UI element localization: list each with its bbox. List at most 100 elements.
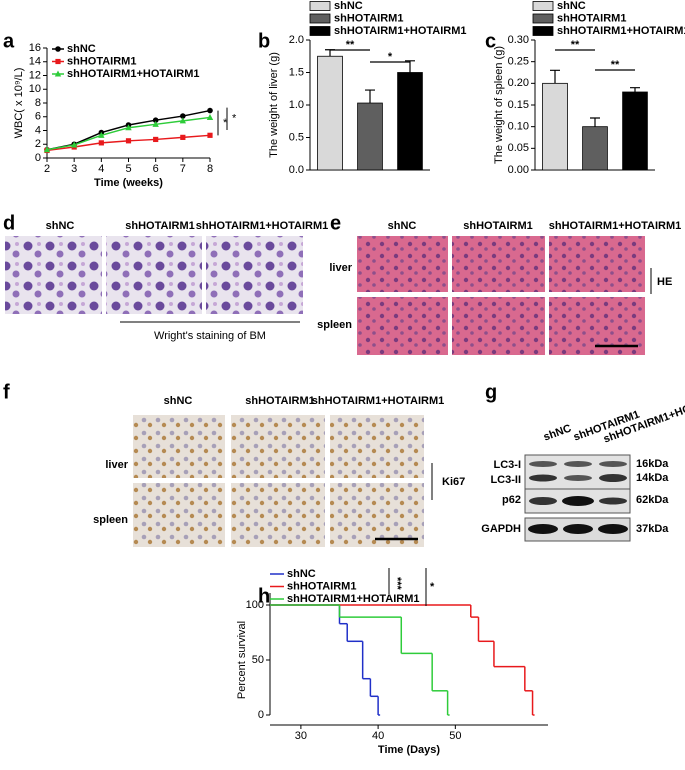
y-axis-label: WBC( x 10⁹/L)	[13, 68, 25, 139]
bar	[397, 72, 423, 171]
y-tick-label: 2.0	[289, 34, 304, 46]
y-tick-label: 0.05	[508, 142, 529, 154]
legend-label: shHOTAIRM1+HOTAIRM1	[67, 68, 200, 80]
band-label: p62	[502, 494, 521, 506]
micrograph	[231, 415, 325, 478]
y-tick-label: 0.10	[508, 121, 529, 133]
column-label: shNC	[46, 220, 75, 232]
panel-label: g	[485, 381, 497, 403]
panel-label: f	[3, 381, 10, 403]
micrograph	[330, 415, 424, 478]
significance: *	[223, 117, 228, 129]
column-label: shHOTAIRM1+HOTAIRM1	[196, 220, 329, 232]
panel-label: b	[258, 30, 270, 52]
legend-marker	[55, 46, 61, 52]
point	[125, 138, 132, 144]
y-tick-label: 0.20	[508, 77, 529, 89]
y-tick-label: 0.5	[289, 131, 304, 143]
y-tick-label: 1.0	[289, 99, 304, 111]
point	[152, 117, 159, 123]
significance: **	[571, 39, 580, 51]
error-bar	[365, 89, 375, 104]
row-label: spleen	[93, 514, 128, 526]
column-label: shHOTAIRM1	[245, 395, 314, 407]
column-label: shNC	[164, 395, 193, 407]
x-tick-label: 2	[44, 163, 50, 175]
row-label: spleen	[317, 319, 352, 331]
legend-label: shHOTAIRM1+HOTAIRM1	[287, 593, 420, 605]
legend-swatch	[532, 1, 554, 11]
error-bar	[325, 49, 335, 57]
bar	[622, 91, 648, 171]
band-label: LC3-I	[494, 459, 522, 471]
y-tick-label: 16	[29, 42, 41, 54]
y-tick-label: 8	[35, 97, 41, 109]
band-label: LC3-II	[490, 474, 521, 486]
row-label: liver	[105, 459, 128, 471]
y-tick-label: 12	[29, 69, 41, 81]
legend-marker	[54, 70, 62, 77]
point	[98, 131, 105, 138]
point	[180, 113, 186, 119]
significance: **	[346, 39, 355, 51]
y-tick-label: 0.0	[289, 164, 304, 176]
stain-label: Ki67	[442, 476, 465, 488]
significance: **	[611, 59, 620, 71]
caption: Wright's staining of BM	[154, 330, 266, 342]
point	[207, 107, 213, 114]
y-tick-label: 2	[35, 138, 41, 150]
panel-label: e	[330, 212, 341, 234]
micrograph	[231, 483, 325, 547]
panel-label: h	[258, 585, 270, 607]
column-label: shNC	[388, 220, 417, 232]
micrograph	[357, 236, 448, 292]
y-tick-label: 10	[29, 83, 41, 95]
legend-marker	[55, 58, 61, 65]
y-tick-label: 100	[246, 599, 264, 611]
x-tick-label: 4	[98, 163, 104, 175]
bar	[357, 102, 383, 171]
y-tick-label: 0	[35, 152, 41, 164]
y-tick-label: 1.5	[289, 66, 304, 78]
micrograph	[206, 236, 303, 314]
significance: ***	[391, 577, 403, 591]
size-label: 62kDa	[636, 494, 669, 506]
legend-swatch	[532, 13, 554, 24]
bar	[582, 126, 608, 171]
micrograph	[452, 297, 545, 355]
micrograph	[549, 236, 645, 292]
legend-label: shHOTAIRM1	[287, 580, 356, 592]
x-tick-label: 6	[153, 163, 159, 175]
blot	[524, 454, 631, 490]
legend-label: shHOTAIRM1+HOTAIRM1	[557, 25, 685, 37]
row-label: liver	[329, 262, 352, 274]
size-label: 16kDa	[636, 458, 669, 470]
y-tick-label: 0.30	[508, 34, 529, 46]
legend-swatch	[532, 26, 554, 36]
significance: *	[430, 581, 435, 593]
micrograph	[133, 415, 225, 478]
column-label: shHOTAIRM1+HOTAIRM1	[312, 395, 445, 407]
y-axis-label: The weight of spleen (g)	[493, 46, 505, 164]
bar	[542, 82, 568, 171]
micrograph	[357, 297, 448, 355]
band-label: GAPDH	[481, 523, 521, 535]
legend-swatch	[309, 1, 331, 11]
micrograph	[330, 483, 424, 547]
y-tick-label: 50	[252, 654, 264, 666]
legend-label: shNC	[67, 43, 96, 55]
legend-label: shHOTAIRM1	[67, 55, 136, 67]
panel-label: a	[3, 30, 15, 52]
y-tick-label: 0	[258, 709, 264, 721]
error-bar	[550, 69, 560, 84]
point	[180, 134, 186, 140]
error-bar	[405, 60, 415, 73]
micrograph	[133, 483, 225, 547]
panel-label: c	[485, 30, 496, 52]
column-label: shHOTAIRM1+HOTAIRM1	[549, 220, 682, 232]
column-label: shHOTAIRM1	[125, 220, 194, 232]
x-tick-label: 8	[207, 163, 213, 175]
error-bar	[630, 87, 640, 92]
y-tick-label: 0.25	[508, 56, 529, 68]
legend-label: shHOTAIRM1	[557, 12, 626, 24]
